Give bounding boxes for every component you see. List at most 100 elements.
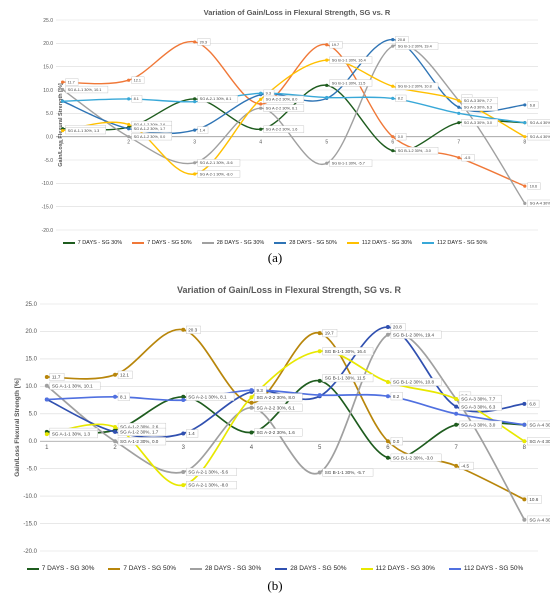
x-tick-label: 4 — [259, 140, 262, 146]
data-label: SG A-2-1 30%, -5.6 — [200, 161, 233, 165]
data-label: SG A-1-1 30%, 1.3 — [52, 432, 91, 437]
data-label: SG B-1-1 30%, 11.5 — [332, 81, 366, 85]
data-label-box — [117, 427, 167, 436]
data-label: SG A-3 30%, 7.7 — [464, 99, 492, 103]
data-label: SG A-4 30%, 3.0 — [529, 422, 550, 427]
data-label: SG A-2-2 30%, 8.0 — [256, 395, 295, 400]
data-label: 9.3 — [266, 92, 271, 96]
data-label: -4.5 — [461, 464, 469, 469]
data-label: 10.6 — [529, 497, 538, 502]
data-label-box — [263, 95, 305, 103]
legend-item: 28 DAYS - SG 50% — [275, 565, 347, 572]
data-label: 12.1 — [134, 79, 141, 83]
data-label-box — [527, 182, 541, 190]
legend-item: 112 DAYS - SG 50% — [422, 240, 487, 246]
data-label-box — [329, 41, 343, 49]
data-label: 9.3 — [256, 388, 263, 393]
data-label-box — [527, 133, 550, 141]
data-label-box — [390, 392, 403, 401]
data-point — [127, 122, 131, 127]
data-label: SG A-1-2 30%, 1.7 — [134, 127, 166, 131]
data-point — [193, 128, 197, 132]
data-label: 20.3 — [188, 327, 197, 332]
data-label: SG B-1-1 30%, -5.7 — [332, 162, 365, 166]
data-label: 12.1 — [120, 372, 129, 377]
data-label-box — [461, 103, 498, 111]
caption-b: (b) — [267, 578, 283, 593]
y-tick-label: 25.0 — [25, 302, 37, 308]
data-label: SG A-4 30%, 0.0 — [530, 135, 550, 139]
data-label-box — [390, 437, 403, 446]
data-label-box — [186, 392, 235, 401]
legend-item: 112 DAYS - SG 30% — [360, 565, 435, 572]
data-point — [317, 331, 322, 336]
data-label: 0.0 — [398, 135, 403, 139]
data-point — [259, 106, 263, 110]
data-label-box — [263, 125, 305, 133]
legend-swatch — [346, 242, 359, 244]
data-label: SG A-2-1 30%, -8.0 — [188, 483, 228, 488]
data-label: SG A-4 30%, -14.3 — [530, 202, 550, 206]
legend-label: 7 DAYS - SG 50% — [123, 565, 176, 572]
series-line — [46, 331, 526, 521]
data-label-box — [527, 495, 542, 504]
data-label: SG B-1-2 30%, 10.8 — [393, 380, 435, 385]
data-label: -4.5 — [464, 156, 471, 160]
data-label-box — [527, 515, 550, 524]
data-point — [385, 394, 390, 399]
data-label: SG A-2-2 30%, 8.0 — [266, 98, 298, 102]
chart-title: Variation of Gain/Loss in Flexural Stren… — [177, 285, 402, 295]
data-label-box — [197, 95, 239, 103]
data-point — [391, 149, 395, 153]
x-tick-label: 2 — [127, 140, 130, 146]
data-label: SG A-2-1 30%, -8.0 — [200, 172, 233, 176]
chart-b-legend: 7 DAYS - SG 30% 7 DAYS - SG 50% 28 DAYS - … — [0, 565, 550, 572]
data-point — [44, 397, 49, 402]
data-point — [317, 393, 322, 398]
data-label: SG A-1-1 30%, 1.3 — [68, 129, 100, 133]
legend-swatch — [275, 567, 288, 570]
legend-label: 7 DAYS - SG 50% — [147, 240, 192, 246]
legend-label: 28 DAYS - SG 30% — [216, 240, 265, 246]
y-tick-label: 0.0 — [46, 134, 53, 140]
data-point — [193, 97, 197, 101]
data-label: 6.8 — [530, 103, 535, 107]
data-label: 0.0 — [393, 439, 400, 444]
y-tick-label: 15.0 — [43, 64, 53, 70]
data-label-box — [329, 159, 373, 167]
x-tick-label: 6 — [391, 140, 394, 146]
x-tick-label: 2 — [113, 445, 117, 451]
y-tick-label: -15.0 — [42, 204, 54, 210]
data-label: SG B-1-1 30%, 11.5 — [325, 376, 366, 381]
y-tick-label: 10.0 — [43, 88, 53, 94]
data-label-box — [458, 420, 502, 429]
data-point — [385, 379, 390, 384]
data-point — [249, 388, 254, 393]
y-tick-label: -10.0 — [23, 494, 37, 500]
data-point — [325, 43, 329, 47]
data-point — [181, 327, 186, 332]
legend-label: 112 DAYS - SG 30% — [375, 565, 435, 572]
data-point — [181, 483, 186, 488]
data-label: SG A-1-2 30%, 1.7 — [120, 430, 159, 435]
data-label-box — [395, 94, 407, 103]
data-point — [385, 332, 390, 337]
data-point — [193, 172, 197, 176]
data-point — [113, 429, 118, 434]
x-tick-label: 5 — [325, 140, 328, 146]
chart-a-legend: 7 DAYS - SG 30% 7 DAYS - SG 50% 28 DAYS - … — [0, 240, 550, 246]
data-label: 20.3 — [200, 40, 207, 44]
data-point — [391, 135, 395, 139]
data-label-box — [197, 38, 211, 46]
data-label-box — [117, 392, 130, 401]
data-label-box — [117, 437, 167, 446]
data-label-box — [186, 467, 237, 476]
data-label: SG A-2-1 30%, 8.1 — [188, 394, 227, 399]
data-label: SG B-1-1 30%, -5.7 — [325, 470, 366, 475]
data-label-box — [65, 85, 109, 94]
y-tick-label: -5.0 — [44, 158, 53, 164]
data-label: 8.1 — [120, 394, 127, 399]
data-label-box — [395, 42, 439, 50]
chart-panel-b: 25.0 20.0 15.0 10.0 5.0 0.0 -5.0 -10.0 -15.0 -20.… — [0, 278, 550, 596]
data-label: SG B-1-2 30%, -3.0 — [393, 455, 434, 460]
